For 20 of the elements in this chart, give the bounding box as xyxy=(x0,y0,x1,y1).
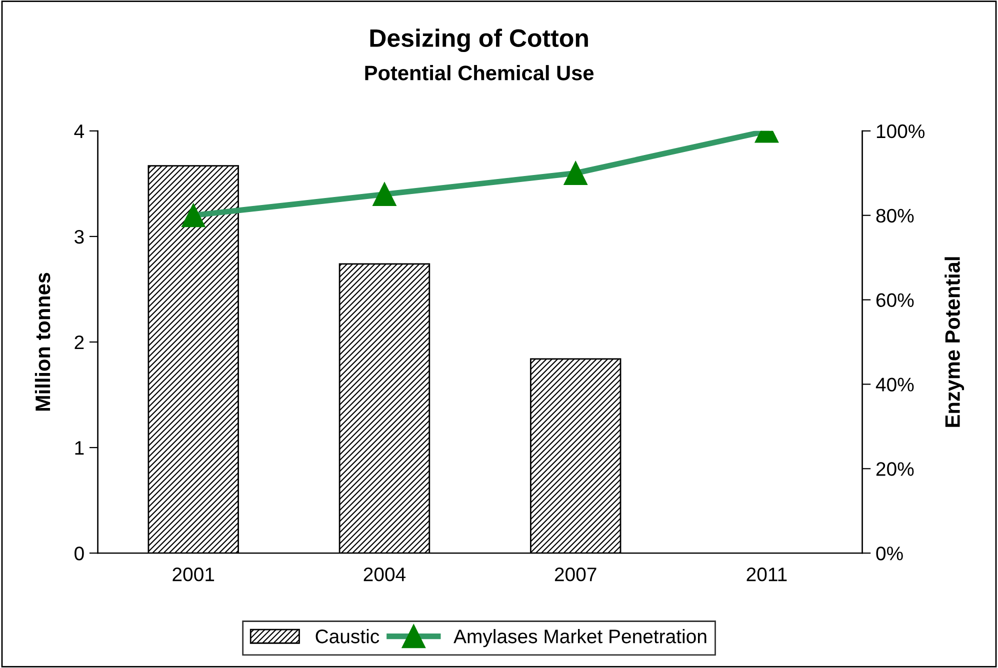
x-tick-label: 2011 xyxy=(746,568,787,582)
y-tick-label: 4 xyxy=(74,124,84,138)
y2-axis-title: Enzyme Potential xyxy=(944,257,964,427)
x-tick-label: 2001 xyxy=(172,568,214,582)
y2-tick-label: 60% xyxy=(876,293,914,308)
y2-tick-label: 80% xyxy=(876,208,914,223)
x-tick-label: 2004 xyxy=(364,568,406,582)
y-tick-label: 1 xyxy=(75,441,84,455)
y-axis-title: Million tonnes xyxy=(34,272,50,411)
chart-title: Desizing of Cotton Potential Chemical Use xyxy=(365,28,594,80)
legend-label: Amylases Market Penetration xyxy=(454,629,706,648)
y2-tick-label: 20% xyxy=(876,462,914,476)
y-tick-label: 3 xyxy=(74,230,84,244)
x-tick-label: 2007 xyxy=(554,568,596,582)
y-tick-label: 2 xyxy=(74,335,84,350)
y2-tick-label: 100% xyxy=(876,124,925,138)
legend-label: Caustic xyxy=(316,629,380,644)
y-tick-label: 0 xyxy=(74,546,84,560)
y2-tick-label: 40% xyxy=(876,378,914,392)
y2-tick-label: 0% xyxy=(876,546,903,560)
